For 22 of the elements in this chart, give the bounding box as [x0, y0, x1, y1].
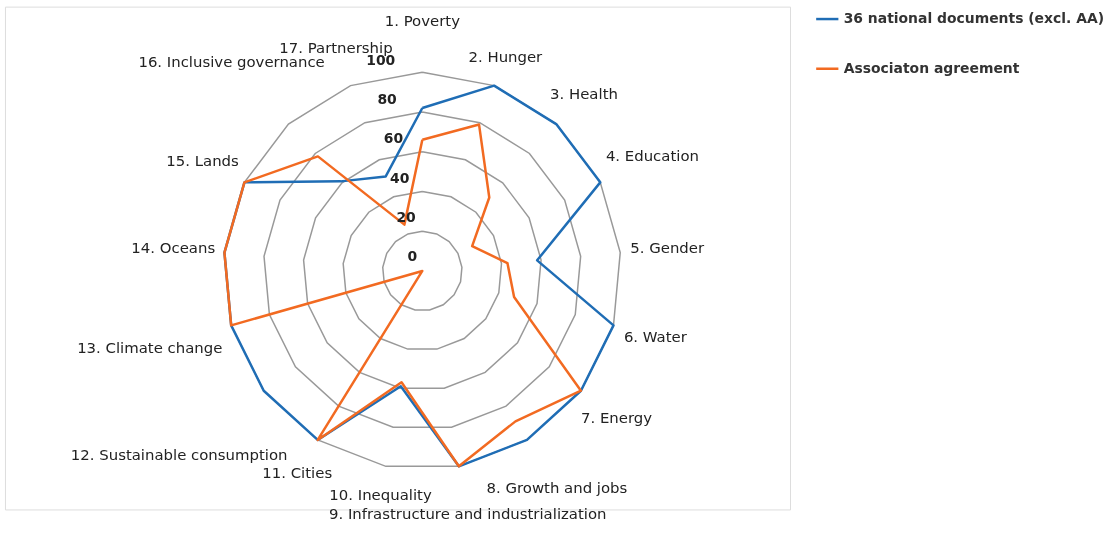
- spoke-label: 15. Lands: [166, 152, 240, 171]
- legend-label: 36 national documents (excl. AA): [843, 10, 1105, 27]
- spoke-label: 8. Growth and jobs: [486, 479, 628, 498]
- spoke-label: 11. Cities: [262, 463, 333, 482]
- spoke-label: 7. Energy: [581, 408, 653, 427]
- spoke-label: 12. Sustainable consumption: [70, 445, 288, 464]
- y-tick-label: 80: [377, 91, 398, 108]
- spoke-label: 10. Inequality: [329, 485, 432, 504]
- spoke-label: 1. Poverty: [384, 11, 461, 30]
- spoke-label: 2. Hunger: [468, 47, 544, 66]
- spoke-label: 14. Oceans: [131, 238, 216, 257]
- spoke-label: 9. Infrastructure and industrialization: [328, 504, 607, 523]
- spoke-label: 6. Water: [623, 328, 688, 347]
- y-tick-label: 0: [407, 248, 418, 265]
- spoke-label: 16. Inclusive governance: [138, 52, 325, 71]
- y-tick-label: 60: [383, 130, 404, 147]
- spoke-label: 5. Gender: [630, 239, 705, 258]
- legend-label: Associaton agreement: [843, 59, 1020, 76]
- spoke-label: 13. Climate change: [77, 339, 223, 358]
- spoke-label: 3. Health: [550, 84, 618, 103]
- y-tick-label: 40: [390, 169, 410, 186]
- spoke-label: 4. Education: [605, 147, 699, 166]
